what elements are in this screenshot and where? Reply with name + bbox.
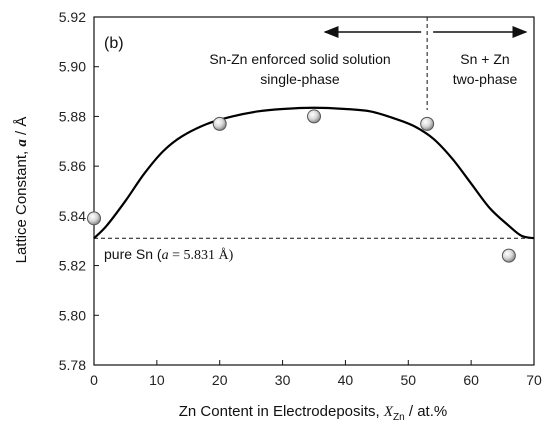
panel-label: (b) [104,35,124,52]
data-point [212,116,227,131]
x-tick-label: 40 [338,372,354,388]
x-tick-label: 30 [275,372,291,388]
reference-line-label: pure Sn (a = 5.831 Å) [104,246,234,263]
data-point [87,211,101,226]
single-phase-label-line2: single-phase [260,71,340,87]
x-tick-label: 60 [463,372,479,388]
y-axis-title: Lattice Constant, a / Å [13,117,30,264]
x-tick-label: 20 [212,372,228,388]
y-tick-label: 5.84 [59,208,86,224]
data-point [307,109,321,124]
y-tick-label: 5.80 [59,307,86,323]
x-tick-label: 70 [526,372,542,388]
data-point [501,248,516,263]
x-tick-label: 10 [149,372,165,388]
y-tick-label: 5.90 [59,59,86,75]
x-axis-title: Zn Content in Electrodeposits, XZn / at.… [179,403,447,423]
y-tick-label: 5.88 [59,108,86,124]
single-phase-label-line1: Sn-Zn enforced solid solution [209,51,390,67]
y-tick-label: 5.92 [59,9,86,25]
plot-area: 0 10 20 30 40 50 60 70 5.78 5.80 5.82 5.84 5.86 5.88 5… [59,9,542,388]
x-tick-label: 50 [400,372,416,388]
two-phase-label-line1: Sn + Zn [460,51,509,67]
two-phase-label-line2: two-phase [453,71,518,87]
plot-frame [93,16,535,366]
y-tick-label: 5.82 [59,258,86,274]
data-point [420,116,435,131]
y-tick-label: 5.78 [59,357,86,373]
fit-curve [93,106,535,240]
y-tick-label: 5.86 [59,158,86,174]
x-tick-label: 0 [90,372,98,388]
